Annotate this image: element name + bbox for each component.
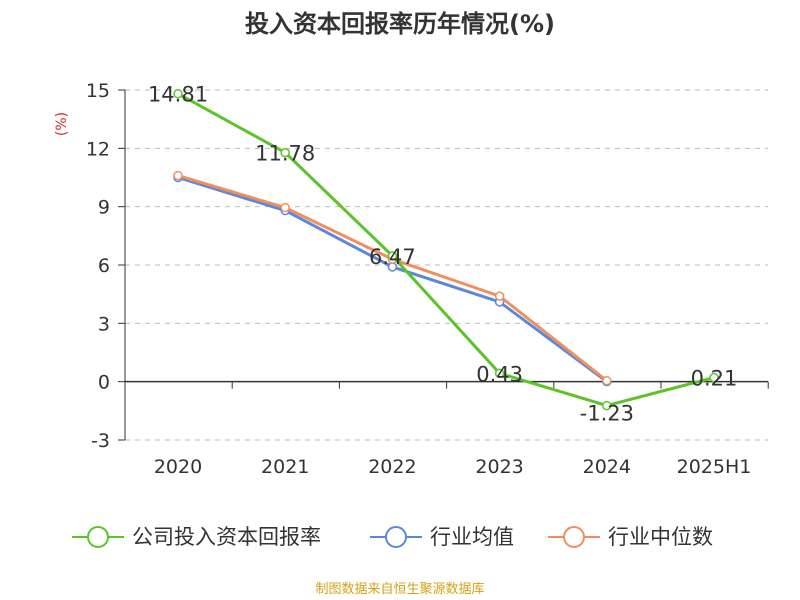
- legend-label: 公司投入资本回报率: [132, 525, 321, 549]
- y-tick-label: 6: [98, 255, 110, 277]
- legend-item: 行业中位数: [548, 525, 713, 549]
- legend-swatch-marker: [385, 526, 407, 548]
- x-tick-label: 2024: [583, 456, 631, 478]
- x-tick-label: 2025H1: [677, 456, 752, 478]
- data-point: [280, 147, 290, 158]
- legend-label: 行业中位数: [608, 525, 713, 549]
- y-tick-label: 15: [86, 80, 110, 102]
- data-point: [602, 375, 612, 386]
- data-label: 0.43: [476, 362, 523, 386]
- y-tick-label: 12: [86, 138, 110, 160]
- legend-item: 行业均值: [370, 525, 514, 549]
- data-label: 14.81: [148, 83, 208, 107]
- series-lines: [173, 88, 719, 411]
- x-tick-label: 2022: [368, 456, 416, 478]
- series-line: [177, 174, 608, 382]
- data-point: [494, 291, 505, 301]
- legend-item: 公司投入资本回报率: [72, 525, 321, 549]
- series-line: [177, 92, 715, 408]
- data-label: 6.47: [369, 245, 416, 269]
- data-point: [173, 170, 183, 181]
- data-point: [602, 400, 612, 411]
- y-tick-label: 9: [98, 197, 110, 219]
- y-tick-label: -3: [91, 430, 110, 452]
- chart-title: 投入资本回报率历年情况(%): [245, 10, 555, 38]
- y-axis-label: (%): [54, 112, 70, 136]
- data-point: [709, 372, 719, 383]
- x-tick-label: 2021: [261, 456, 309, 478]
- x-tick-label: 2020: [154, 456, 202, 478]
- axes: 15 12 9 6 3 0 -3 2020 2021 2022 2023 2024 2025H1: [86, 80, 769, 478]
- data-label: -1.23: [580, 402, 634, 426]
- legend-swatch-marker: [563, 526, 585, 548]
- data-point: [494, 368, 505, 379]
- source-note: 制图数据来自恒生聚源数据库: [315, 581, 484, 597]
- legend-swatch-marker: [87, 526, 109, 548]
- x-tick-label: 2023: [475, 456, 523, 478]
- data-point: [280, 202, 290, 213]
- data-point: [387, 251, 398, 261]
- y-tick-label: 3: [98, 313, 110, 335]
- data-label: 11.78: [255, 142, 315, 166]
- data-label: 0.21: [691, 367, 738, 391]
- grid-lines: [125, 89, 768, 441]
- legend-label: 行业均值: [430, 525, 514, 549]
- data-point: [173, 88, 183, 99]
- series-line: [177, 176, 608, 383]
- data-labels: 14.81 11.78 6.47 0.43 -1.23 0.21: [148, 83, 737, 426]
- y-tick-label: 0: [98, 372, 110, 394]
- legend: 公司投入资本回报率 行业均值 行业中位数: [72, 525, 713, 549]
